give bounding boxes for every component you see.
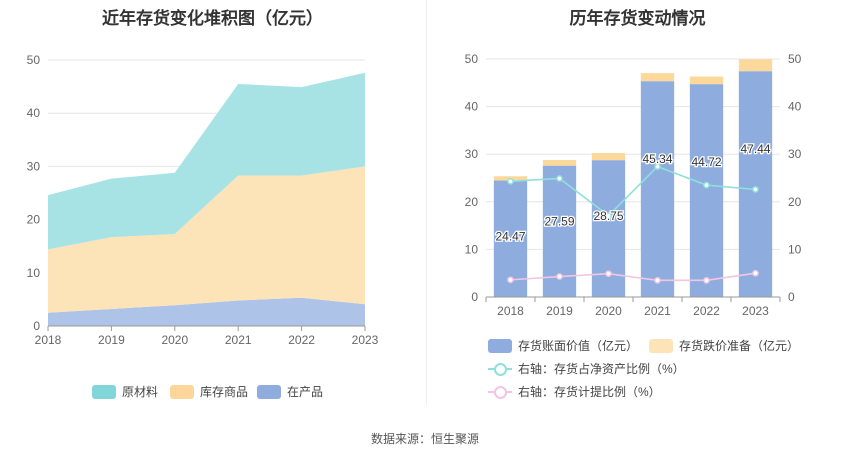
bar-book-value <box>689 84 724 297</box>
y2-tick-label: 50 <box>788 52 802 66</box>
x-tick-label: 2018 <box>497 304 524 318</box>
line-point-0 <box>703 181 710 189</box>
legend-label-reserve: 存货跌价准备（亿元） <box>679 339 800 353</box>
y-tick-label: 50 <box>27 53 41 67</box>
legend-impairment-reserve[interactable]: 存货跌价准备（亿元） <box>649 337 799 354</box>
legend-marker-ratio <box>488 362 512 376</box>
inventory-change-panel: 历年存货变动情况 0 10 20 30 40 50 0 10 20 30 40 50 2018 2019 2… <box>425 0 850 420</box>
area-series-2 <box>48 72 365 250</box>
legend-marker-provision <box>488 385 512 399</box>
y-tick-label: 20 <box>27 213 41 227</box>
bar-impairment-reserve <box>640 73 675 82</box>
legend-finished-goods[interactable]: 库存商品 <box>170 383 248 400</box>
bar-impairment-reserve <box>591 153 626 161</box>
x-tick-label: 2022 <box>693 304 720 318</box>
line-point-0 <box>605 212 612 219</box>
x-tick-label: 2020 <box>161 333 188 347</box>
x-tick-label: 2021 <box>225 333 252 347</box>
legend-swatch-raw <box>92 384 116 399</box>
line-point-1 <box>556 273 563 280</box>
x-tick-label: 2022 <box>288 333 315 347</box>
y-tick-label: 40 <box>465 100 479 114</box>
line-point-1 <box>703 276 710 284</box>
right-chart-title: 历年存货变动情况 <box>569 9 706 28</box>
legend-label-finished: 库存商品 <box>200 385 249 399</box>
area-series-1 <box>48 166 365 313</box>
x-tick-label: 2020 <box>595 304 622 318</box>
data-label-book-value: 47.44 <box>740 142 770 156</box>
bar-impairment-reserve <box>738 59 773 72</box>
data-label-book-value: 44.72 <box>691 155 721 169</box>
line-point-1 <box>654 276 661 284</box>
line-point-0 <box>556 175 563 182</box>
data-label-book-value: 24.47 <box>495 230 525 244</box>
bar-impairment-reserve <box>689 76 724 85</box>
bar-book-value <box>738 71 773 297</box>
bar-book-value <box>640 81 675 297</box>
y2-tick-label: 30 <box>788 147 802 161</box>
legend-label-book: 存货账面价值（亿元） <box>518 339 639 353</box>
legend-book-value[interactable]: 存货账面价值（亿元） <box>488 337 638 354</box>
data-label-book-value: 28.75 <box>593 209 623 223</box>
line-series-0 <box>510 165 756 217</box>
y2-tick-label: 10 <box>788 242 802 256</box>
legend-raw-materials[interactable]: 原材料 <box>92 383 158 400</box>
y-tick-label: 40 <box>27 106 41 120</box>
line-point-1 <box>605 270 612 278</box>
bar-impairment-reserve <box>542 159 577 166</box>
bar-line-chart: 0 10 20 30 40 50 0 10 20 30 40 50 2018 2019 2020 2021 20… <box>465 52 802 318</box>
line-point-1 <box>752 269 759 277</box>
y-tick-label: 30 <box>465 147 479 161</box>
legend-label-wip: 在产品 <box>287 385 324 399</box>
y-tick-label: 10 <box>465 242 479 256</box>
legend-label-raw: 原材料 <box>122 385 159 399</box>
legend-swatch-wip <box>257 384 281 399</box>
x-tick-label: 2023 <box>352 333 379 347</box>
y-tick-label: 20 <box>465 195 479 209</box>
line-point-0 <box>654 163 661 170</box>
legend-net-asset-ratio[interactable]: 右轴：存货占净资产比例（%） <box>488 360 685 377</box>
legend-provision-ratio[interactable]: 右轴：存货计提比例（%） <box>488 383 661 400</box>
data-label-book-value: 27.59 <box>544 215 574 229</box>
line-point-0 <box>752 186 759 193</box>
panel-divider <box>426 0 427 405</box>
y-tick-label: 30 <box>27 159 41 173</box>
left-chart-title: 近年存货变化堆积图（亿元） <box>102 9 323 28</box>
y2-tick-label: 40 <box>788 100 802 114</box>
y2-tick-label: 0 <box>788 290 795 304</box>
line-point-0 <box>507 177 514 185</box>
legend-label-ratio: 右轴：存货占净资产比例（%） <box>518 362 685 376</box>
data-source: 数据来源：恒生聚源 <box>370 432 479 446</box>
legend-work-in-progress[interactable]: 在产品 <box>257 383 323 400</box>
legend-swatch-book <box>488 338 512 353</box>
line-series-1 <box>510 272 756 282</box>
data-label-book-value: 45.34 <box>642 152 672 166</box>
x-tick-label: 2021 <box>644 304 671 318</box>
y-tick-label: 10 <box>27 266 41 280</box>
line-point-1 <box>507 276 514 284</box>
legend-swatch-finished <box>170 384 194 399</box>
legend-swatch-reserve <box>649 338 673 353</box>
stacked-area-chart: 0 10 20 30 40 50 2018 2019 2020 2021 2022 2023 <box>27 53 379 347</box>
y-tick-label: 50 <box>465 52 479 66</box>
x-tick-label: 2019 <box>98 333 125 347</box>
y2-tick-label: 20 <box>788 195 802 209</box>
y-tick-label: 0 <box>33 319 40 333</box>
x-tick-label: 2023 <box>742 304 769 318</box>
legend-label-provision: 右轴：存货计提比例（%） <box>518 385 661 399</box>
area-series-0 <box>48 297 365 326</box>
x-tick-label: 2018 <box>35 333 62 347</box>
x-tick-label: 2019 <box>546 304 573 318</box>
y-tick-label: 0 <box>471 290 478 304</box>
inventory-stack-panel: 近年存货变化堆积图（亿元） 0 10 20 30 40 50 2018 2019 2020 202… <box>0 0 425 420</box>
